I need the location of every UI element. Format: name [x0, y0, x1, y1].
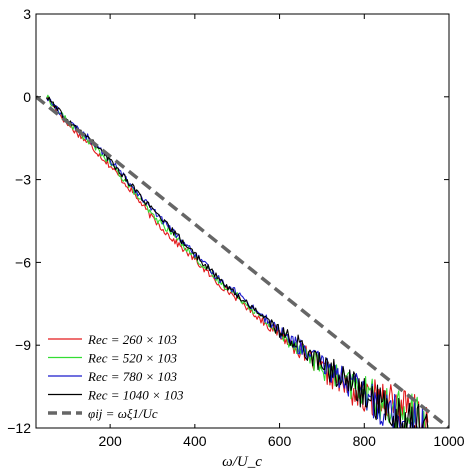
series-line — [46, 94, 429, 428]
series-layer — [36, 94, 449, 428]
y-tick-label: 3 — [23, 6, 31, 22]
legend: Rec = 260 × 103 Rec = 520 × 103 Rec = 780 … — [40, 326, 260, 424]
x-tick-label: 400 — [183, 433, 207, 449]
plot-frame — [35, 13, 450, 429]
x-axis-label: ω/U_c — [222, 454, 262, 470]
legend-label: Rec = 520 × 103 — [87, 351, 178, 366]
legend-label: Rec = 780 × 103 — [87, 369, 178, 384]
tick-layer: 200 400 600 800 1000 3 0 −3 −6 −9 −12 — [7, 6, 465, 449]
series-line — [46, 96, 429, 428]
x-tick-label: 1000 — [433, 433, 464, 449]
x-tick-label: 200 — [98, 433, 122, 449]
series-line — [36, 95, 449, 428]
y-tick-label: 0 — [23, 89, 31, 105]
legend-label: φij = ωξ1/Uc — [88, 406, 158, 421]
legend-label: Rec = 1040 × 103 — [87, 388, 184, 403]
y-tick-label: −6 — [15, 254, 31, 270]
x-tick-label: 600 — [268, 433, 292, 449]
y-tick-label: −12 — [7, 420, 31, 436]
x-tick-label: 800 — [353, 433, 377, 449]
y-tick-label: −9 — [15, 337, 31, 353]
legend-label: Rec = 260 × 103 — [87, 332, 178, 347]
y-tick-label: −3 — [15, 172, 31, 188]
legend-box — [40, 326, 260, 424]
